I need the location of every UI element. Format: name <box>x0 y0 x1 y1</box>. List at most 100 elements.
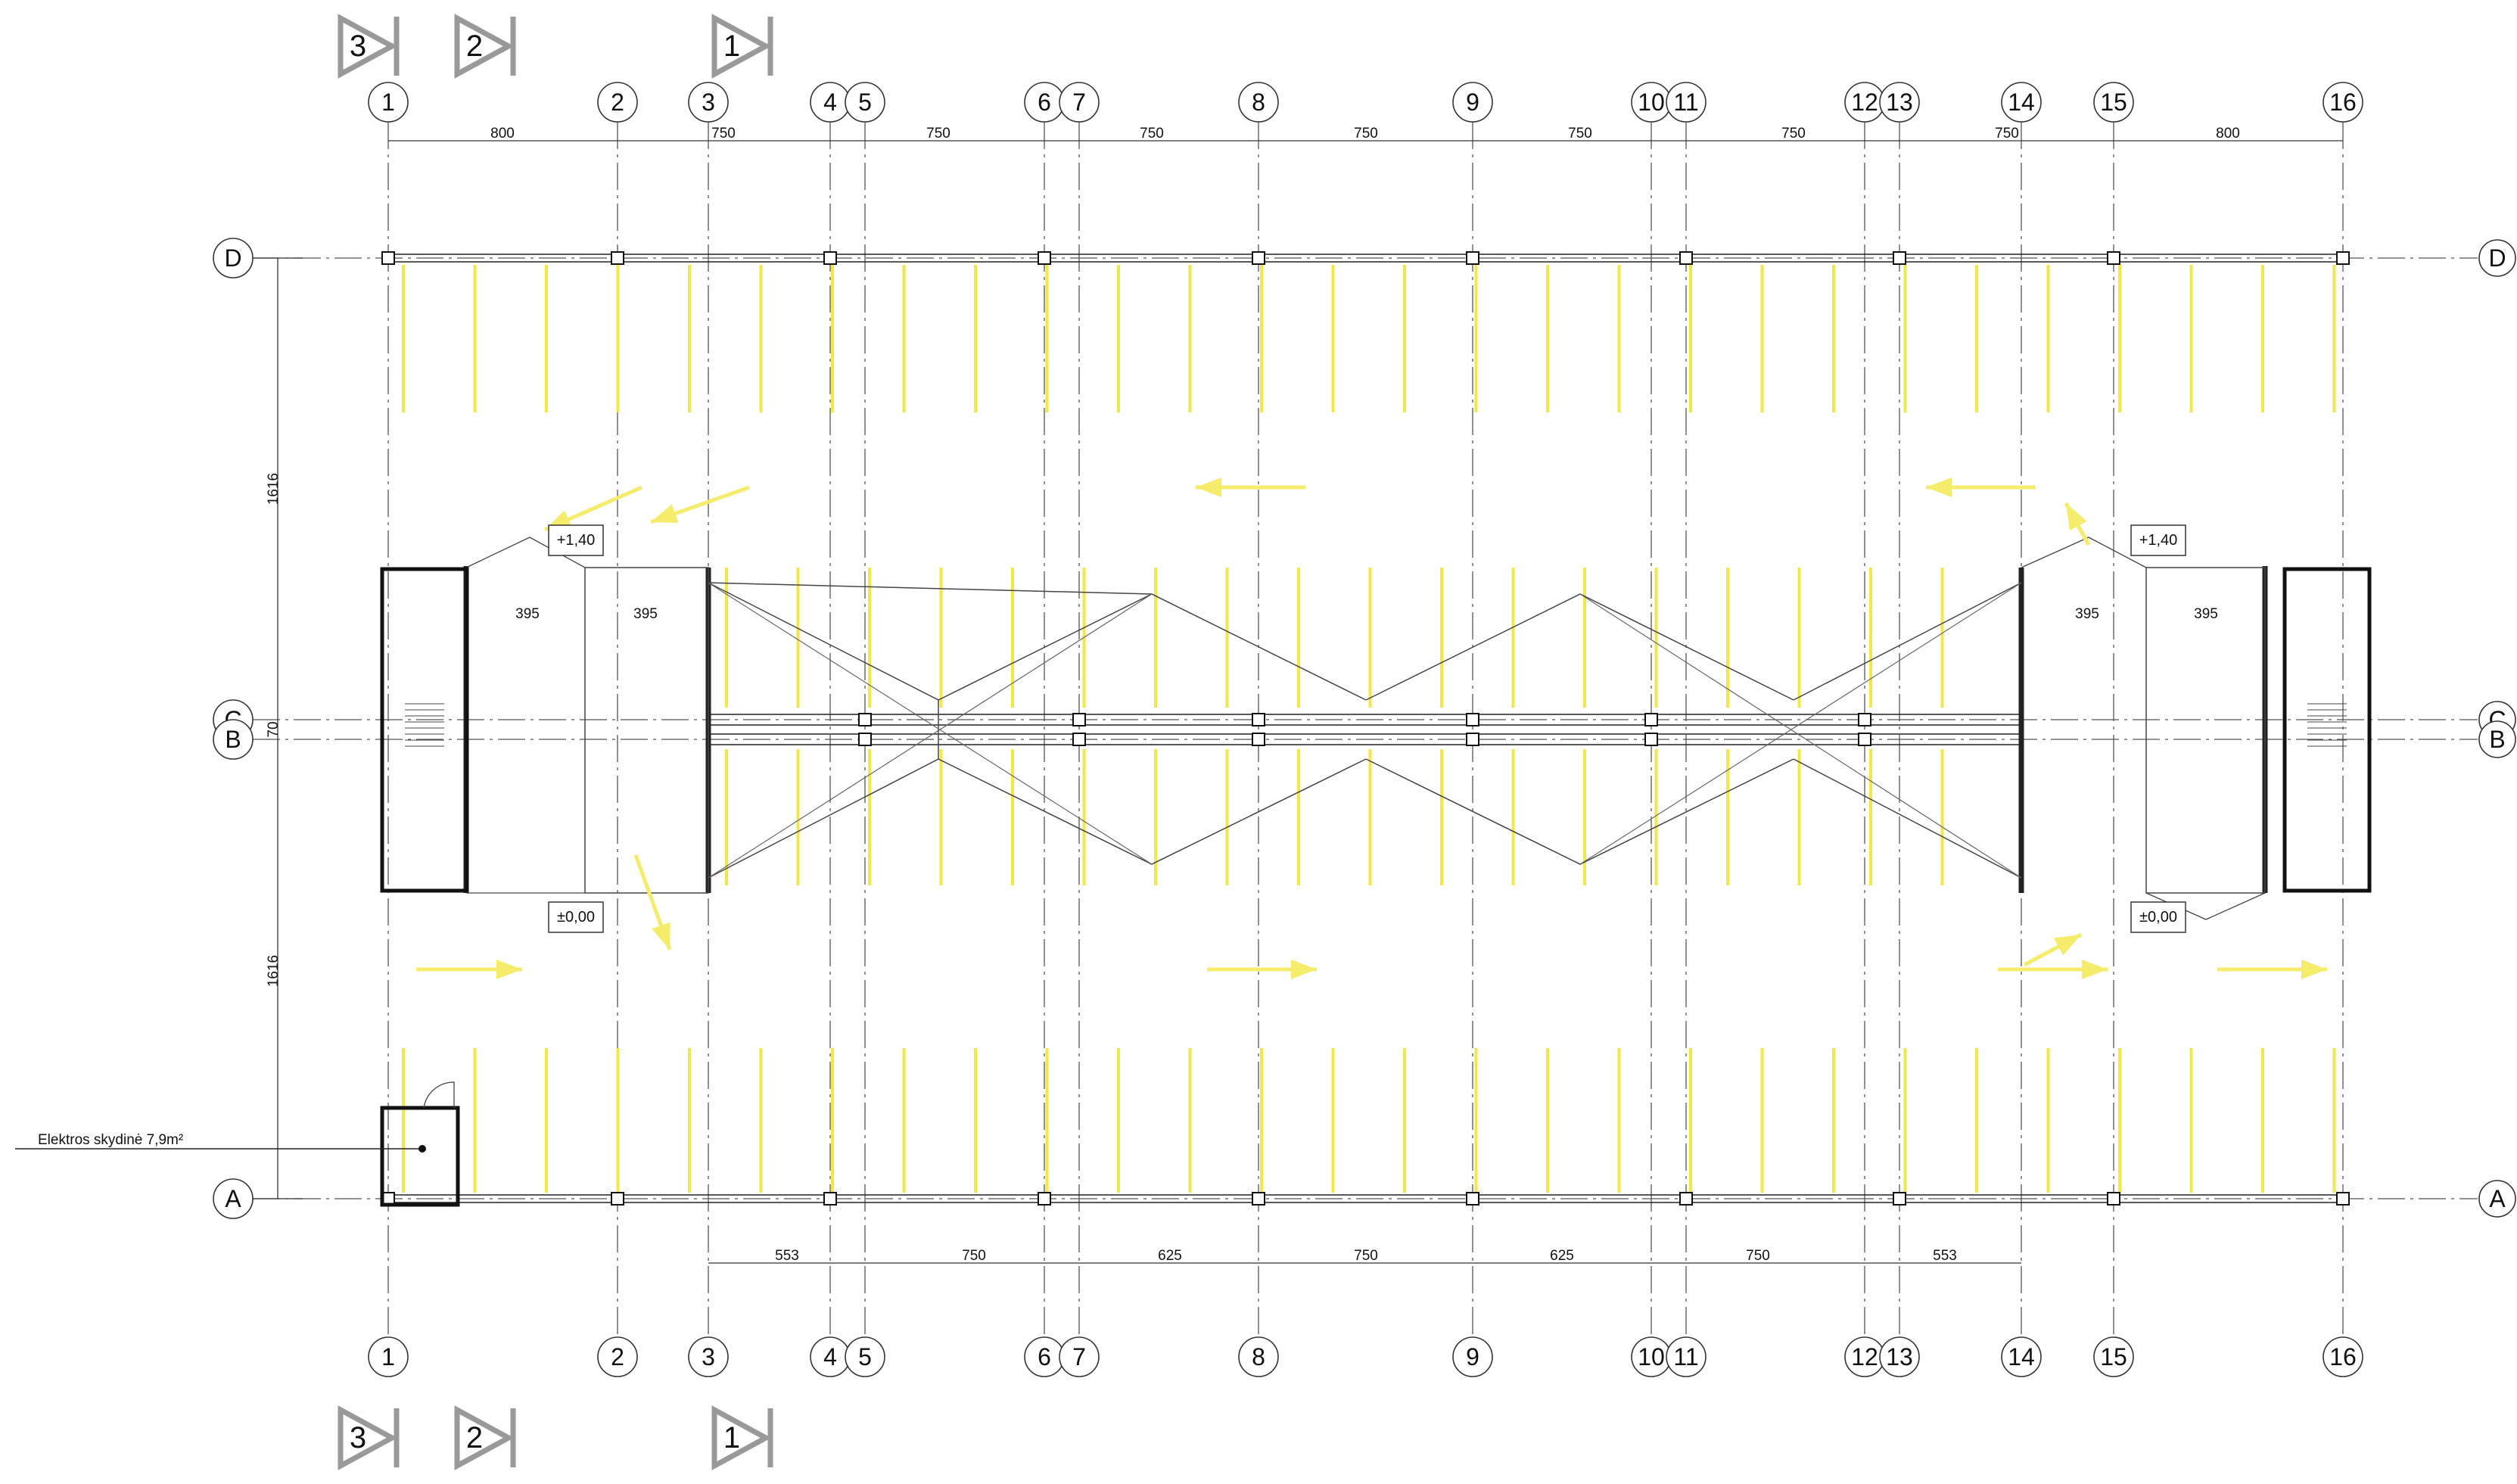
arrow-head <box>2053 935 2081 956</box>
column-square <box>1679 251 1693 265</box>
axis-label-6-top: 6 <box>1038 89 1051 116</box>
svg-text:2: 2 <box>466 1421 483 1454</box>
axis-bubble <box>1879 82 1920 123</box>
axis-bubble <box>2093 1336 2134 1377</box>
axis-bubble <box>2001 1336 2042 1377</box>
section-marker-3-bottom: 3 <box>338 1405 400 1470</box>
column-square <box>858 713 872 726</box>
axis-label-7-bottom: 7 <box>1072 1343 1086 1370</box>
axis-label-6-bottom: 6 <box>1038 1343 1051 1370</box>
axis-label-16-bottom: 16 <box>2329 1343 2357 1370</box>
svg-text:2: 2 <box>466 30 483 63</box>
axis-bubble <box>1452 82 1493 123</box>
dim-bottom-4: 750 <box>1354 1248 1378 1264</box>
level-tag-left-lower: ±0,00 <box>557 909 595 926</box>
level-tags: +1,40 +1,40 ±0,00 ±0,00 <box>548 524 2186 933</box>
column-square <box>1252 1192 1265 1206</box>
dim-top-8-9: 750 <box>1354 126 1378 142</box>
column-square <box>1038 251 1051 265</box>
column-square <box>1858 713 1871 726</box>
traffic-arrow <box>416 960 522 979</box>
column-square <box>1679 1192 1693 1206</box>
axis-label-15-top: 15 <box>2100 89 2127 116</box>
column-square <box>1072 733 1086 746</box>
dim-ramp-left-b: 395 <box>633 606 658 622</box>
axis-label-15-bottom: 15 <box>2100 1343 2127 1370</box>
column-square <box>2107 251 2120 265</box>
column-square <box>1252 713 1265 726</box>
level-tag-box <box>548 901 604 933</box>
axis-label-3-top: 3 <box>702 89 715 116</box>
axis-label-A-right: A <box>2489 1185 2506 1212</box>
svg-text:3: 3 <box>350 1421 366 1454</box>
traffic-arrow <box>1926 478 2036 497</box>
traffic-arrow <box>650 485 750 524</box>
column-square <box>611 251 624 265</box>
axis-label-14-top: 14 <box>2008 89 2035 116</box>
arrow-head <box>496 960 522 979</box>
section-marker-2-top: 2 <box>454 14 516 79</box>
ramp-left <box>584 567 709 894</box>
dim-vertical-upper: 1616 <box>266 473 282 505</box>
dim-top-1-2: 800 <box>490 126 515 142</box>
column-square <box>1893 251 1906 265</box>
axis-bubble <box>2478 239 2516 277</box>
level-tag-left-upper: +1,40 <box>557 532 596 549</box>
column-square <box>1038 1192 1051 1206</box>
axis-label-14-bottom: 14 <box>2008 1343 2035 1370</box>
arrow-head <box>2301 960 2327 979</box>
section-markers: 3 2 1 3 2 1 <box>338 14 773 1470</box>
axis-bubble <box>1238 1336 1279 1377</box>
dim-bottom-5: 625 <box>1550 1248 1574 1264</box>
axis-label-10-bottom: 10 <box>1638 1343 1665 1370</box>
axis-bubble <box>845 82 885 123</box>
column-square <box>823 1192 837 1206</box>
axis-label-9-bottom: 9 <box>1466 1343 1479 1370</box>
axis-bubble <box>597 1336 638 1377</box>
axis-bubble <box>688 1336 729 1377</box>
column-square <box>1466 713 1479 726</box>
dim-top-4-6: 750 <box>926 126 950 142</box>
stair-core <box>380 567 469 893</box>
dimension-labels: 800 750 750 750 750 750 750 750 800 553 … <box>266 126 2240 1264</box>
column-square <box>1858 733 1871 746</box>
arrow-head <box>1926 478 1952 497</box>
axis-bubble <box>1666 1336 1707 1377</box>
axis-bubble <box>368 1336 409 1377</box>
axis-label-2-top: 2 <box>611 89 624 116</box>
traffic-arrow <box>2064 502 2091 546</box>
dim-ramp-left-a: 395 <box>515 606 540 622</box>
dim-bottom-3: 625 <box>1158 1248 1182 1264</box>
arrow-head <box>2082 960 2108 979</box>
axis-label-8-bottom: 8 <box>1252 1343 1265 1370</box>
dim-top-15-16: 800 <box>2216 126 2240 142</box>
axis-label-9-top: 9 <box>1466 89 1479 116</box>
axis-bubble <box>845 1336 885 1377</box>
axis-label-3-bottom: 3 <box>702 1343 715 1370</box>
structure-lines <box>380 251 2372 1207</box>
dim-bottom-2: 750 <box>962 1248 986 1264</box>
svg-text:1: 1 <box>723 30 740 63</box>
traffic-arrow <box>1207 960 1317 979</box>
level-tag-box <box>2130 901 2186 933</box>
axis-bubble <box>1666 82 1707 123</box>
axis-label-4-top: 4 <box>823 89 837 116</box>
column-square <box>1252 733 1265 746</box>
dim-top-6-8: 750 <box>1140 126 1164 142</box>
arrow-head <box>1196 478 1221 497</box>
dim-top-13-15: 750 <box>1995 126 2019 142</box>
axis-label-13-top: 13 <box>1886 89 1913 116</box>
axis-bubble <box>213 238 254 278</box>
row-axis-bubbles: D D C C B B A A <box>213 238 2516 1219</box>
axis-label-A-left: A <box>225 1185 241 1212</box>
axis-label-7-top: 7 <box>1072 89 1086 116</box>
axis-label-2-bottom: 2 <box>611 1343 624 1370</box>
column-square <box>823 251 837 265</box>
axis-label-11-top: 11 <box>1673 89 1698 116</box>
axis-label-11-bottom: 11 <box>1673 1343 1698 1370</box>
level-tag-box <box>548 524 604 556</box>
axis-label-13-bottom: 13 <box>1886 1343 1913 1370</box>
axis-bubble <box>688 82 729 123</box>
column-square <box>1466 251 1479 265</box>
level-tag-right-lower: ±0,00 <box>2139 909 2177 926</box>
